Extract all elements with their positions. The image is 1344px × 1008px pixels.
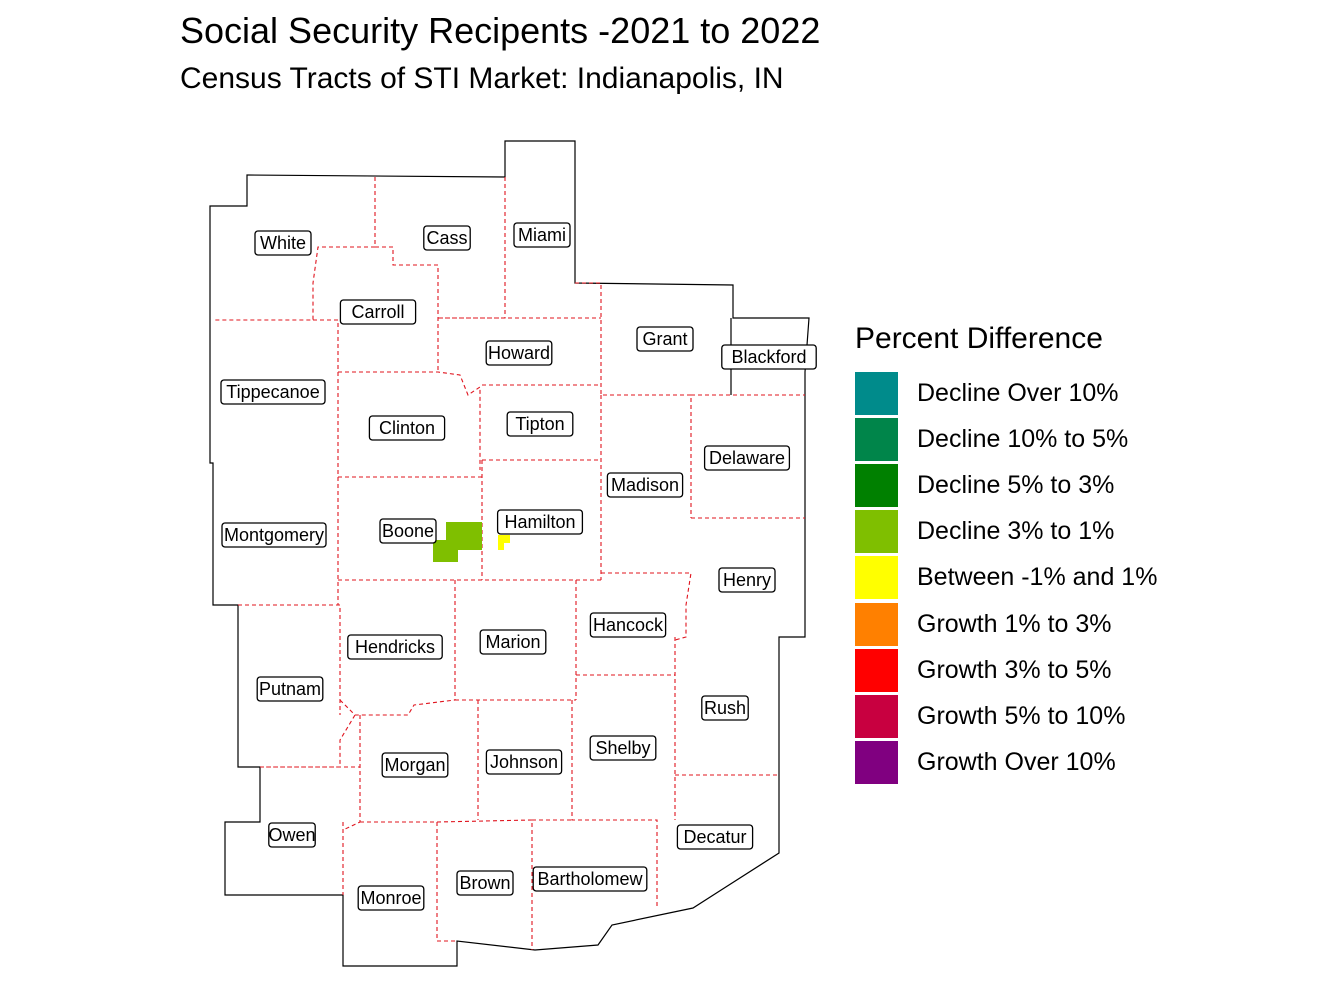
county-name: Carroll (351, 302, 404, 322)
county-label-cass: Cass (423, 225, 471, 251)
county-label-brown: Brown (456, 870, 514, 896)
county-name: Clinton (379, 418, 435, 438)
county-name: Marion (485, 632, 540, 652)
county-label-delaware: Delaware (703, 445, 791, 471)
county-label-bartholomew: Bartholomew (532, 866, 648, 892)
county-name: Hendricks (355, 637, 435, 657)
legend-item: Decline 10% to 5% (855, 416, 1157, 462)
county-name: Delaware (709, 448, 785, 468)
legend-label: Growth 5% to 10% (917, 701, 1126, 730)
county-label-blackford: Blackford (721, 344, 817, 370)
county-label-shelby: Shelby (589, 735, 657, 761)
county-label-hancock: Hancock (589, 612, 667, 638)
county-name: Shelby (595, 738, 650, 758)
legend-label: Decline 5% to 3% (917, 470, 1115, 499)
county-name: Blackford (731, 347, 806, 367)
county-name: Owen (268, 825, 315, 845)
legend-label: Growth 1% to 3% (917, 609, 1112, 638)
county-name: Monroe (360, 888, 421, 908)
county-name: White (260, 233, 306, 253)
county-name: Morgan (384, 755, 445, 775)
county-name: Hamilton (504, 512, 575, 532)
legend-label: Growth 3% to 5% (917, 655, 1112, 684)
county-name: Putnam (259, 679, 321, 699)
county-label-grant: Grant (636, 326, 694, 352)
county-label-owen: Owen (268, 822, 316, 848)
county-label-putnam: Putnam (256, 676, 324, 702)
legend-label: Between -1% and 1% (917, 563, 1158, 592)
county-name: Tippecanoe (226, 382, 319, 402)
legend-swatch (855, 648, 898, 692)
county-label-hamilton: Hamilton (496, 509, 584, 535)
county-name: Grant (642, 329, 687, 349)
county-label-johnson: Johnson (485, 749, 563, 775)
county-label-tipton: Tipton (506, 411, 574, 437)
legend-item: Decline 5% to 3% (855, 462, 1157, 508)
county-name: Johnson (490, 752, 558, 772)
county-label-boone: Boone (379, 518, 437, 544)
county-label-decatur: Decatur (676, 824, 754, 850)
legend-swatch (855, 556, 898, 600)
legend-item: Between -1% and 1% (855, 555, 1157, 601)
legend-item: Decline Over 10% (855, 370, 1157, 416)
county-label-madison: Madison (606, 472, 684, 498)
tract-decline-3-to-1 (433, 522, 482, 562)
county-name: Cass (426, 228, 467, 248)
county-label-montgomery: Montgomery (221, 522, 327, 548)
legend-label: Decline 3% to 1% (917, 517, 1115, 546)
legend-item: Decline 3% to 1% (855, 509, 1157, 555)
legend-label: Decline Over 10% (917, 378, 1119, 407)
map-subtitle: Census Tracts of STI Market: Indianapoli… (180, 62, 784, 95)
county-name: Bartholomew (537, 869, 643, 889)
legend-swatch (855, 741, 898, 785)
legend: Percent Difference Decline Over 10% Decli… (855, 322, 1157, 786)
legend-label: Decline 10% to 5% (917, 424, 1129, 453)
county-label-carroll: Carroll (339, 299, 417, 325)
county-name: Rush (704, 698, 746, 718)
county-name: Tipton (515, 414, 564, 434)
county-label-monroe: Monroe (357, 885, 425, 911)
county-label-white: White (254, 230, 312, 256)
county-name: Brown (459, 873, 510, 893)
county-label-marion: Marion (479, 629, 547, 655)
county-label-howard: Howard (485, 340, 553, 366)
county-name: Madison (611, 475, 679, 495)
legend-swatch (855, 417, 898, 461)
county-label-miami: Miami (513, 222, 571, 248)
county-name: Miami (518, 225, 566, 245)
legend-swatch (855, 371, 898, 415)
county-label-tippecanoe: Tippecanoe (220, 379, 326, 405)
county-label-henry: Henry (718, 567, 776, 593)
county-label-clinton: Clinton (368, 415, 446, 441)
legend-title: Percent Difference (855, 322, 1103, 355)
county-name: Hancock (593, 615, 664, 635)
county-name: Decatur (683, 827, 746, 847)
county-name: Henry (723, 570, 771, 590)
county-name: Boone (382, 521, 434, 541)
legend-swatch (855, 602, 898, 646)
county-label-morgan: Morgan (381, 752, 449, 778)
legend-swatch (855, 694, 898, 738)
legend-swatch (855, 463, 898, 507)
legend-item: Growth 3% to 5% (855, 647, 1157, 693)
county-label-hendricks: Hendricks (347, 634, 443, 660)
map-title: Social Security Recipents -2021 to 2022 (180, 10, 821, 51)
county-name: Howard (488, 343, 550, 363)
legend-swatch (855, 510, 898, 554)
county-name: Montgomery (224, 525, 324, 545)
legend-item: Growth 1% to 3% (855, 601, 1157, 647)
legend-label: Growth Over 10% (917, 748, 1116, 777)
market-outline (209, 140, 810, 967)
tract-between-minus1-and-1 (498, 535, 510, 550)
county-label-rush: Rush (701, 695, 749, 721)
legend-item: Growth Over 10% (855, 740, 1157, 786)
legend-item: Growth 5% to 10% (855, 693, 1157, 739)
